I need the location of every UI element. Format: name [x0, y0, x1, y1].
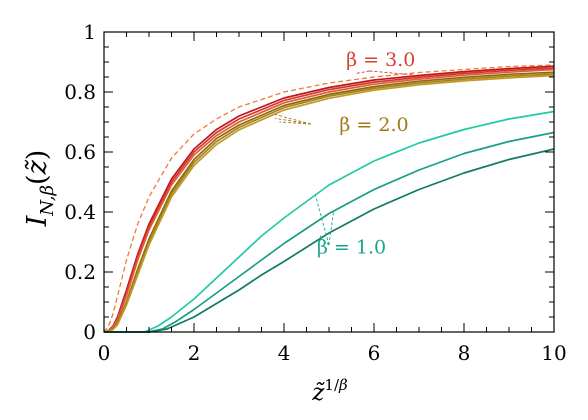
- series-line-2: [103, 65, 555, 333]
- annotation-pointers: [274, 70, 415, 246]
- y-tick-label: 1: [83, 20, 96, 44]
- annotation-label: β = 2.0: [339, 114, 408, 136]
- y-tick-label: 0.2: [64, 260, 96, 284]
- y-tick-label: 0.4: [64, 200, 96, 224]
- curves-layer: [103, 64, 555, 333]
- annotation-pointer: [369, 70, 415, 76]
- series-line-5: [103, 71, 555, 333]
- axes: [103, 31, 555, 333]
- series-line-10: [104, 148, 555, 333]
- annotation-pointer: [319, 235, 330, 246]
- y-tick-label: 0: [83, 320, 96, 344]
- x-tick-label: 0: [98, 341, 111, 365]
- annotation-pointer: [315, 195, 330, 246]
- annotation-pointer: [274, 114, 312, 125]
- series-line-1: [103, 64, 555, 333]
- annotation-pointer: [328, 211, 334, 246]
- y-axis-label: IN,β(z̃): [22, 150, 58, 228]
- y-tick-label: 0.6: [64, 140, 96, 164]
- y-tick-label: 0.8: [64, 80, 96, 104]
- x-tick-label: 6: [368, 341, 381, 365]
- x-tick-label: 10: [541, 341, 566, 365]
- series-line-8: [104, 110, 555, 333]
- annotation-pointer: [355, 70, 370, 74]
- x-tick-label: 8: [458, 341, 471, 365]
- series-line-3: [103, 67, 555, 333]
- series-line-7: [103, 74, 555, 333]
- series-line-4: [103, 68, 555, 333]
- x-tick-label: 2: [188, 341, 201, 365]
- x-tick-label: 4: [278, 341, 291, 365]
- annotation-pointer: [274, 117, 312, 125]
- annotation-pointer: [279, 121, 312, 125]
- x-axis-label: z̃1/β: [311, 376, 348, 406]
- series-line-6: [103, 73, 555, 333]
- annotation-label: β = 1.0: [317, 236, 386, 258]
- tick-labels: 0 2 4 6 8 10 0 0.2 0.4 0.6 0.8 1: [64, 20, 567, 365]
- annotation-labels: β = 3.0 β = 2.0 β = 1.0: [317, 49, 415, 258]
- annotation-label: β = 3.0: [346, 49, 415, 71]
